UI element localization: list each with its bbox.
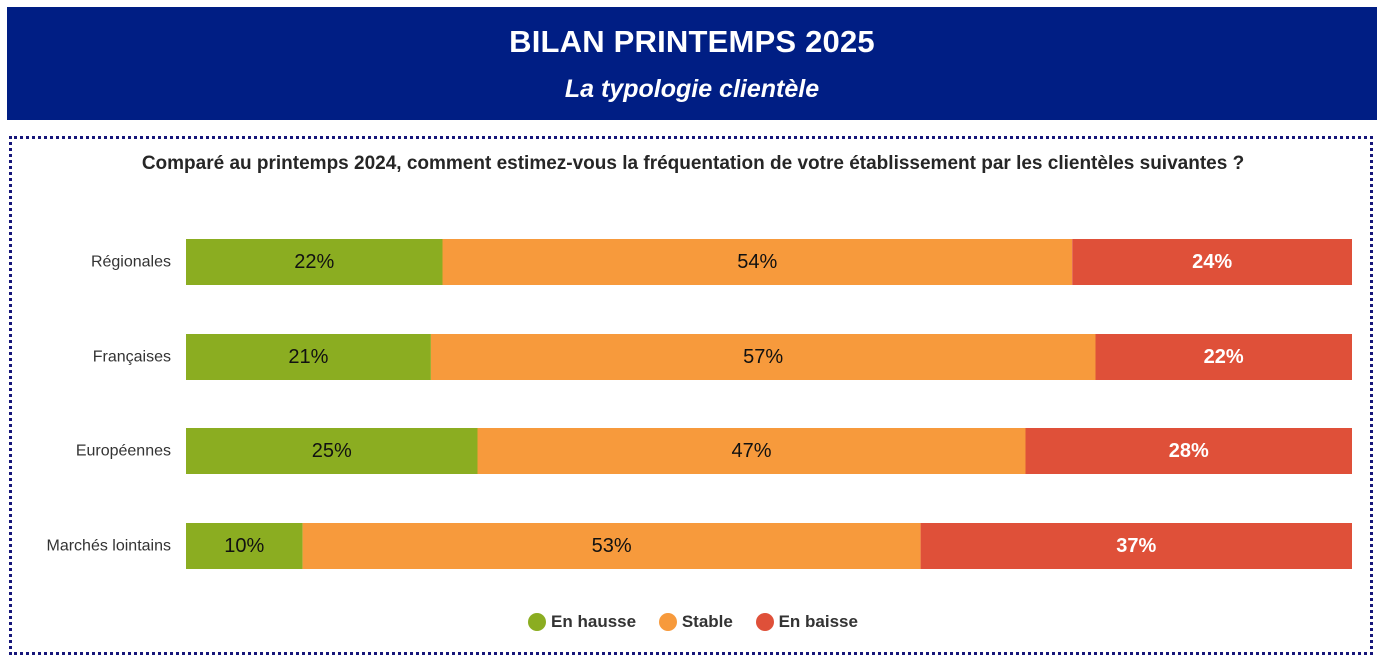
bar-segment	[430, 334, 1096, 380]
bar-segment	[1095, 334, 1352, 380]
legend-item-hausse: En hausse	[528, 612, 636, 632]
legend-item-baisse: En baisse	[755, 612, 858, 632]
data-label: 10%	[224, 535, 264, 557]
data-label: 25%	[312, 440, 352, 462]
legend-label-stable: Stable	[681, 612, 733, 631]
page-title: BILAN PRINTEMPS 2025	[509, 24, 875, 59]
legend-swatch-hausse	[528, 613, 547, 631]
bar-segment	[186, 239, 443, 285]
data-label: 22%	[1204, 346, 1244, 368]
chart-title: Comparé au printemps 2024, comment estim…	[141, 153, 1245, 174]
legend-swatch-baisse	[755, 613, 774, 631]
bar-segment	[186, 523, 303, 569]
data-label: 47%	[731, 440, 771, 462]
bar-segment	[1072, 239, 1352, 285]
legend-swatch-stable	[658, 613, 677, 631]
data-label: 28%	[1169, 440, 1209, 462]
bar-segment	[186, 334, 431, 380]
data-label: 24%	[1192, 251, 1232, 273]
bar-segment	[186, 428, 478, 474]
data-label: 53%	[592, 535, 632, 557]
data-label: 37%	[1116, 535, 1156, 557]
bar-segment	[442, 239, 1073, 285]
category-label: Françaises	[93, 349, 171, 366]
chart-panel	[9, 136, 1373, 655]
bar-segment	[302, 523, 921, 569]
data-label: 54%	[737, 251, 777, 273]
category-label: Européennes	[76, 443, 171, 460]
data-label: 22%	[294, 251, 334, 273]
bar-segment	[1025, 428, 1352, 474]
data-label: 21%	[288, 346, 328, 368]
header-banner: BILAN PRINTEMPS 2025 La typologie client…	[7, 7, 1377, 120]
category-label: Régionales	[91, 254, 171, 271]
data-label: 57%	[743, 346, 783, 368]
chart-legend: En hausse Stable En baisse	[0, 612, 1386, 636]
page-subtitle: La typologie clientèle	[564, 75, 820, 103]
legend-label-baisse: En baisse	[778, 612, 858, 631]
category-label: Marchés lointains	[47, 538, 172, 555]
legend-item-stable: Stable	[658, 612, 733, 632]
legend-label-hausse: En hausse	[551, 612, 637, 631]
bar-segment	[477, 428, 1026, 474]
bar-segment	[920, 523, 1352, 569]
